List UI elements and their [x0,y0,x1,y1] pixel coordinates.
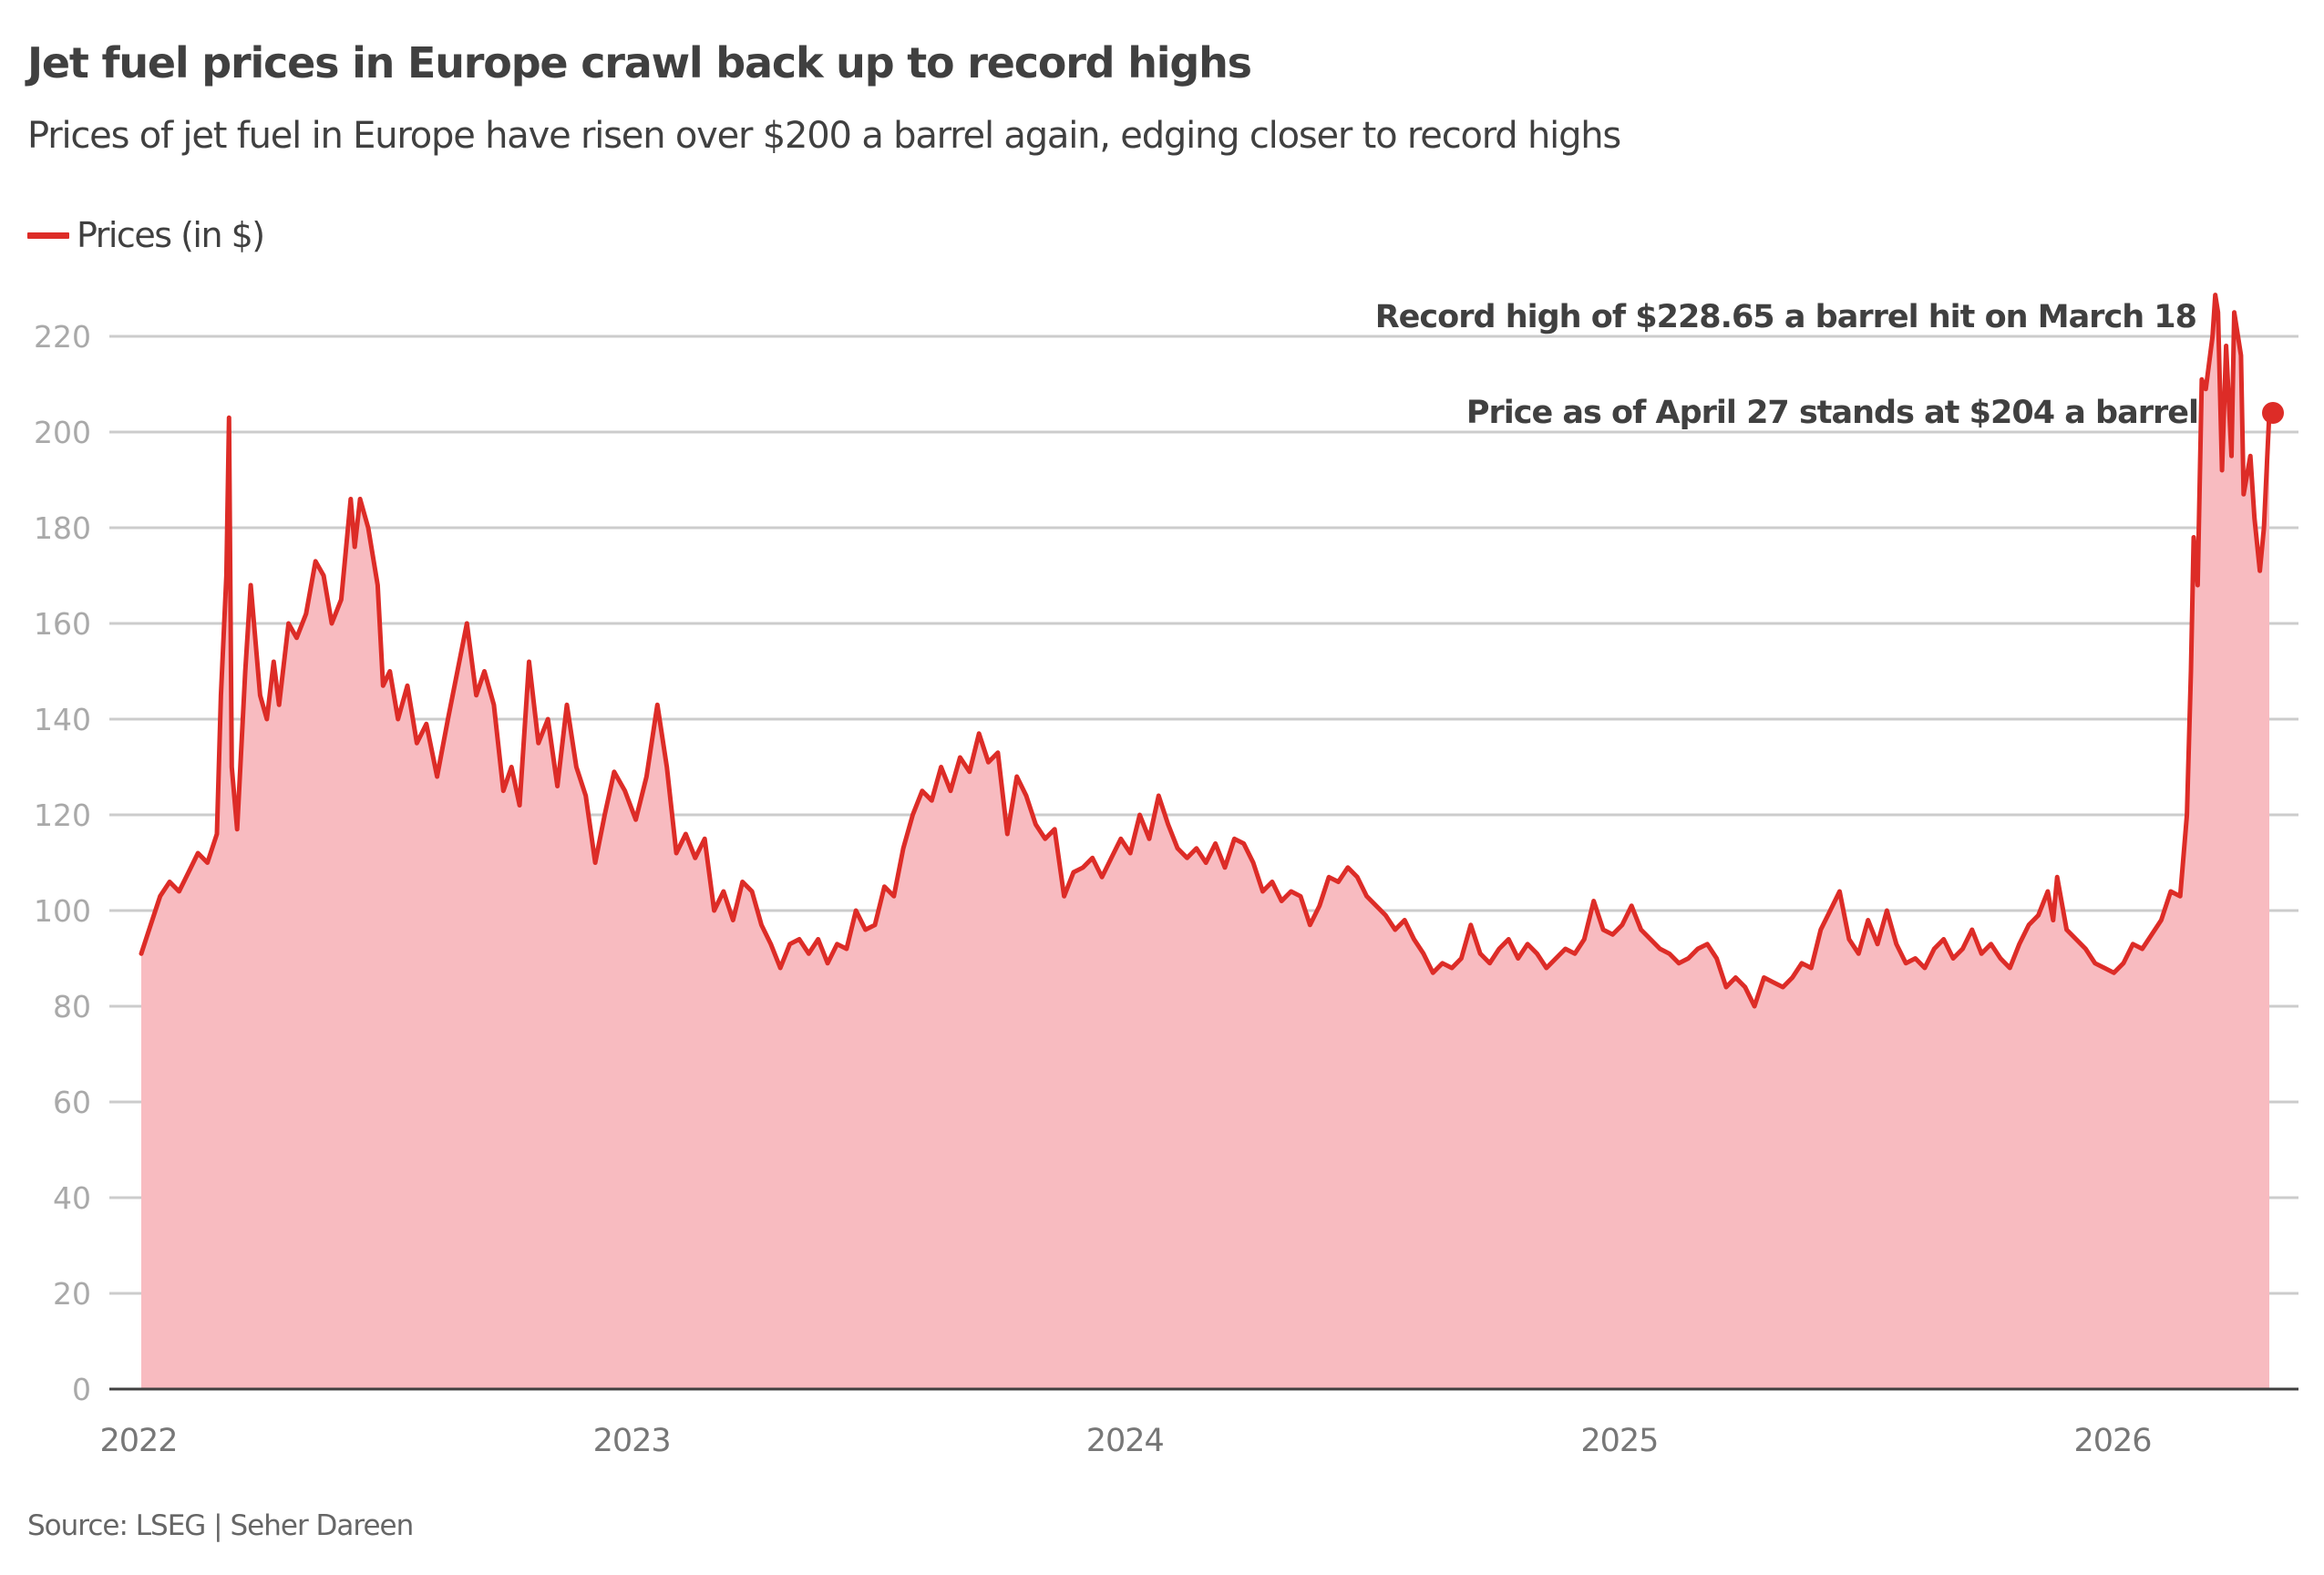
x-tick-label: 2025 [1580,1423,1658,1459]
legend: Prices (in $) [27,215,265,255]
x-axis-ticks: 2022 2023 2024 2025 2026 [99,1423,2152,1459]
y-tick-label: 140 [34,702,91,737]
latest-price-marker [2262,402,2284,424]
x-tick-label: 2022 [99,1423,177,1459]
y-tick-label: 160 [34,606,91,642]
source-credit: Source: LSEG | Seher Dareen [27,1509,414,1542]
x-tick-label: 2023 [593,1423,671,1459]
annotation-latest-price: Price as of April 27 stands at $204 a ba… [1466,395,2198,431]
y-tick-label: 40 [53,1180,91,1216]
y-tick-label: 200 [34,415,91,450]
y-tick-label: 100 [34,893,91,929]
y-tick-label: 80 [53,989,91,1024]
y-tick-label: 220 [34,319,91,355]
y-axis-ticks: 0 20 40 60 80 100 120 140 160 180 200 220 [34,319,91,1407]
legend-label: Prices (in $) [77,215,265,255]
chart-subtitle: Prices of jet fuel in Europe have risen … [27,115,1621,157]
legend-line-swatch-icon [27,232,69,239]
y-tick-label: 180 [34,510,91,546]
y-tick-label: 120 [34,798,91,833]
x-tick-label: 2026 [2073,1423,2151,1459]
chart-title: Jet fuel prices in Europe crawl back up … [27,38,1252,88]
y-tick-label: 20 [53,1276,91,1312]
x-tick-label: 2024 [1086,1423,1164,1459]
price-area [141,294,2269,1390]
price-line [139,293,2272,1009]
y-tick-label: 0 [72,1372,91,1407]
annotation-record-high: Record high of $228.65 a barrel hit on M… [1375,299,2196,335]
y-tick-label: 60 [53,1085,91,1120]
